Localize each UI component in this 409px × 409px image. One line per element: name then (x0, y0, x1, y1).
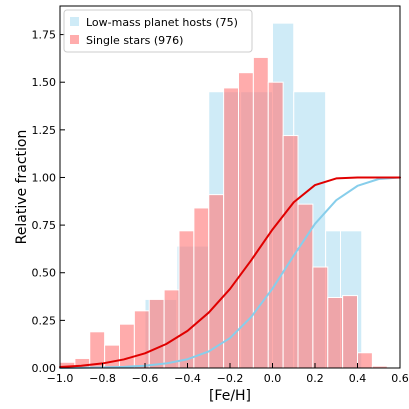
x-tick-label: 0.6 (391, 372, 409, 385)
y-tick-label: 1.25 (32, 124, 57, 137)
single-star-bar-10 (208, 194, 225, 369)
y-axis: 0.00 0.25 0.50 0.75 1.00 1.25 1.50 1.75 (32, 29, 65, 375)
single-star-bar-18 (327, 297, 344, 369)
single-star-bar-9 (193, 207, 210, 369)
single-star-bar-8 (178, 230, 195, 369)
x-axis: −1.0 −0.8 −0.6 −0.4 −0.2 0.0 0.2 0.4 0.6 (47, 363, 409, 385)
legend: Low-mass planet hosts (75) Single stars … (63, 9, 253, 53)
single-star-bar-7 (163, 289, 180, 369)
y-tick-label: 1.50 (32, 76, 57, 89)
y-tick-label: 0.00 (32, 362, 57, 375)
single-star-cumulative-line (59, 176, 401, 369)
single-star-bar-11 (223, 87, 239, 369)
x-tick-label: 0.2 (306, 372, 324, 385)
legend-label-planet-hosts: Low-mass planet hosts (75) (86, 16, 238, 29)
single-star-bar-17 (312, 266, 329, 369)
x-tick-label: −0.8 (89, 372, 116, 385)
single-star-bar-4 (119, 323, 135, 369)
y-axis-label: Relative fraction (14, 130, 30, 245)
x-tick-label: 0.0 (264, 372, 282, 385)
bars-layer (59, 22, 388, 369)
lines-layer (59, 176, 401, 369)
x-tick-label: −0.4 (174, 372, 201, 385)
x-tick-label: −0.2 (217, 372, 244, 385)
legend-label-single-stars: Single stars (976) (86, 34, 183, 47)
single-star-bar-5 (133, 310, 150, 369)
legend-swatch-planet-hosts (70, 17, 79, 26)
single-star-bar-6 (148, 298, 165, 369)
x-axis-label: [Fe/H] (209, 388, 251, 404)
planet-host-cumulative-line (59, 176, 401, 369)
single-star-bar-3 (104, 344, 120, 369)
y-tick-label: 0.50 (32, 267, 57, 280)
y-tick-label: 1.75 (32, 29, 57, 42)
x-tick-label: −1.0 (47, 372, 74, 385)
single-star-bar-20 (357, 352, 373, 369)
single-star-bar-12 (238, 72, 254, 369)
legend-box (63, 9, 253, 53)
x-tick-label: −0.6 (132, 372, 159, 385)
single-star-bar-13 (252, 56, 269, 369)
x-tick-label: 0.4 (349, 372, 367, 385)
single-star-bar-19 (342, 295, 358, 369)
y-tick-label: 1.00 (32, 171, 57, 184)
y-tick-label: 0.25 (32, 314, 57, 327)
legend-swatch-single-stars (70, 35, 79, 44)
y-tick-label: 0.75 (32, 219, 57, 232)
